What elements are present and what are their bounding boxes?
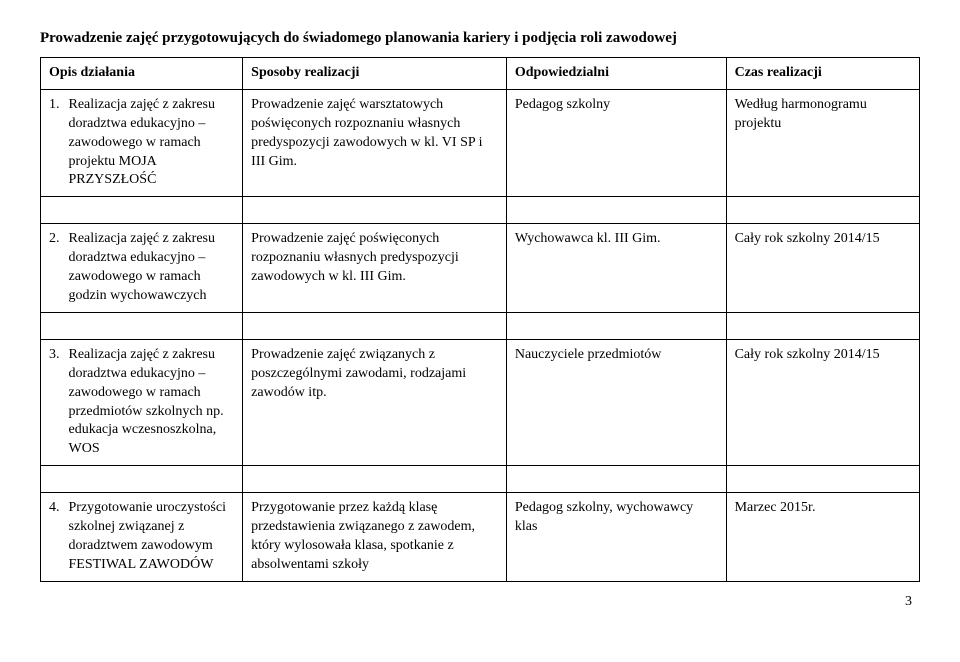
- table-row: 2. Realizacja zajęć z zakresu doradztwa …: [41, 224, 920, 313]
- row-number: 1.: [49, 96, 65, 115]
- cell-sposoby: Prowadzenie zajęć warsztatowych poświęco…: [243, 89, 507, 196]
- row-number: 3.: [49, 346, 65, 365]
- row-number: 4.: [49, 499, 65, 518]
- spacer-row: [41, 197, 920, 224]
- row-opis-text: Przygotowanie uroczystości szkolnej zwią…: [69, 499, 234, 575]
- col-opis: Opis działania: [41, 58, 243, 90]
- cell-sposoby: Prowadzenie zajęć związanych z poszczegó…: [243, 339, 507, 465]
- spacer-row: [41, 312, 920, 339]
- cell-opis: 1. Realizacja zajęć z zakresu doradztwa …: [41, 89, 243, 196]
- table-row: 3. Realizacja zajęć z zakresu doradztwa …: [41, 339, 920, 465]
- row-opis-text: Realizacja zajęć z zakresu doradztwa edu…: [69, 96, 234, 190]
- cell-czas: Cały rok szkolny 2014/15: [726, 339, 919, 465]
- cell-sposoby: Prowadzenie zajęć poświęconych rozpoznan…: [243, 224, 507, 313]
- row-number: 2.: [49, 230, 65, 249]
- activities-table: Opis działania Sposoby realizacji Odpowi…: [40, 57, 920, 582]
- col-sposoby: Sposoby realizacji: [243, 58, 507, 90]
- cell-odpowiedzialni: Pedagog szkolny, wychowawcy klas: [506, 493, 726, 582]
- cell-sposoby: Przygotowanie przez każdą klasę przedsta…: [243, 493, 507, 582]
- table-header-row: Opis działania Sposoby realizacji Odpowi…: [41, 58, 920, 90]
- cell-opis: 2. Realizacja zajęć z zakresu doradztwa …: [41, 224, 243, 313]
- cell-odpowiedzialni: Nauczyciele przedmiotów: [506, 339, 726, 465]
- table-row: 4. Przygotowanie uroczystości szkolnej z…: [41, 493, 920, 582]
- cell-czas: Cały rok szkolny 2014/15: [726, 224, 919, 313]
- cell-odpowiedzialni: Pedagog szkolny: [506, 89, 726, 196]
- page-number: 3: [40, 594, 920, 610]
- cell-opis: 4. Przygotowanie uroczystości szkolnej z…: [41, 493, 243, 582]
- col-czas: Czas realizacji: [726, 58, 919, 90]
- cell-opis: 3. Realizacja zajęć z zakresu doradztwa …: [41, 339, 243, 465]
- cell-odpowiedzialni: Wychowawca kl. III Gim.: [506, 224, 726, 313]
- cell-czas: Według harmonogramu projektu: [726, 89, 919, 196]
- table-row: 1. Realizacja zajęć z zakresu doradztwa …: [41, 89, 920, 196]
- cell-czas: Marzec 2015r.: [726, 493, 919, 582]
- row-opis-text: Realizacja zajęć z zakresu doradztwa edu…: [69, 346, 234, 459]
- section-heading: Prowadzenie zajęć przygotowujących do św…: [40, 30, 920, 47]
- spacer-row: [41, 466, 920, 493]
- row-opis-text: Realizacja zajęć z zakresu doradztwa edu…: [69, 230, 234, 306]
- col-odpowiedzialni: Odpowiedzialni: [506, 58, 726, 90]
